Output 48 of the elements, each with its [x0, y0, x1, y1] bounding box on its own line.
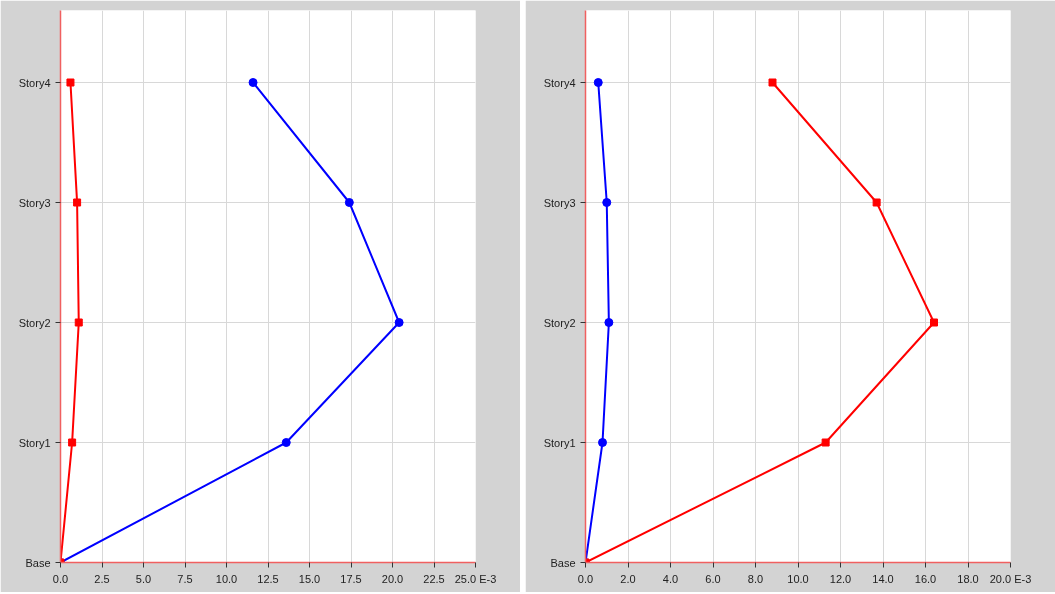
x-tick-label: 20.0 E-3: [989, 572, 1032, 585]
x-tick-label: 25.0 E-3: [454, 572, 497, 585]
x-tick-label: 6.0: [705, 572, 721, 585]
y-tick-label: Story1: [18, 436, 51, 449]
point: [872, 198, 881, 207]
point: [394, 318, 404, 327]
x-tick-label: 12.0: [829, 572, 852, 585]
point: [68, 438, 77, 447]
point: [930, 318, 938, 327]
point: [602, 198, 612, 207]
point: [66, 78, 75, 87]
point: [281, 438, 291, 447]
x-tick-label: 2.0: [620, 572, 636, 585]
y-tick-label: Story2: [543, 316, 576, 329]
y-tick-label: Story2: [18, 316, 51, 329]
x-tick-label: 2.5: [94, 572, 110, 585]
x-tick-label: 14.0: [872, 572, 894, 585]
x-tick-label: 20.0: [381, 572, 404, 585]
point: [593, 78, 603, 87]
y-tick-label: Story1: [543, 436, 576, 449]
point: [248, 78, 258, 87]
point: [344, 198, 354, 207]
x-tick-label: 16.0: [914, 572, 937, 585]
x-tick-label: 4.0: [662, 572, 679, 585]
x-tick-label: 15.0: [298, 572, 321, 585]
y-tick-label: Story3: [543, 196, 576, 209]
x-tick-label: 10.0: [787, 572, 809, 585]
x-tick-label: 12.5: [257, 572, 279, 585]
y-tick-label: Base: [550, 556, 576, 569]
y-tick-label: Story4: [543, 76, 576, 89]
x-tick-label: 17.5: [340, 572, 362, 585]
x-tick-label: 0.0: [52, 572, 69, 585]
y-tick-label: Base: [25, 556, 51, 569]
y-tick-label: Story3: [18, 196, 51, 209]
x-tick-label: 8.0: [747, 572, 764, 585]
point: [74, 318, 83, 327]
point: [598, 438, 607, 447]
point: [73, 198, 82, 207]
x-tick-label: 18.0: [957, 572, 979, 585]
x-tick-label: 10.0: [215, 572, 238, 585]
point: [604, 318, 614, 327]
point: [768, 78, 777, 87]
point: [821, 438, 830, 447]
x-tick-label: 22.5: [423, 572, 445, 585]
x-tick-label: 5.0: [135, 572, 152, 585]
x-tick-label: 7.5: [177, 572, 193, 585]
x-tick-label: 0.0: [577, 572, 594, 585]
y-tick-label: Story4: [18, 76, 51, 89]
